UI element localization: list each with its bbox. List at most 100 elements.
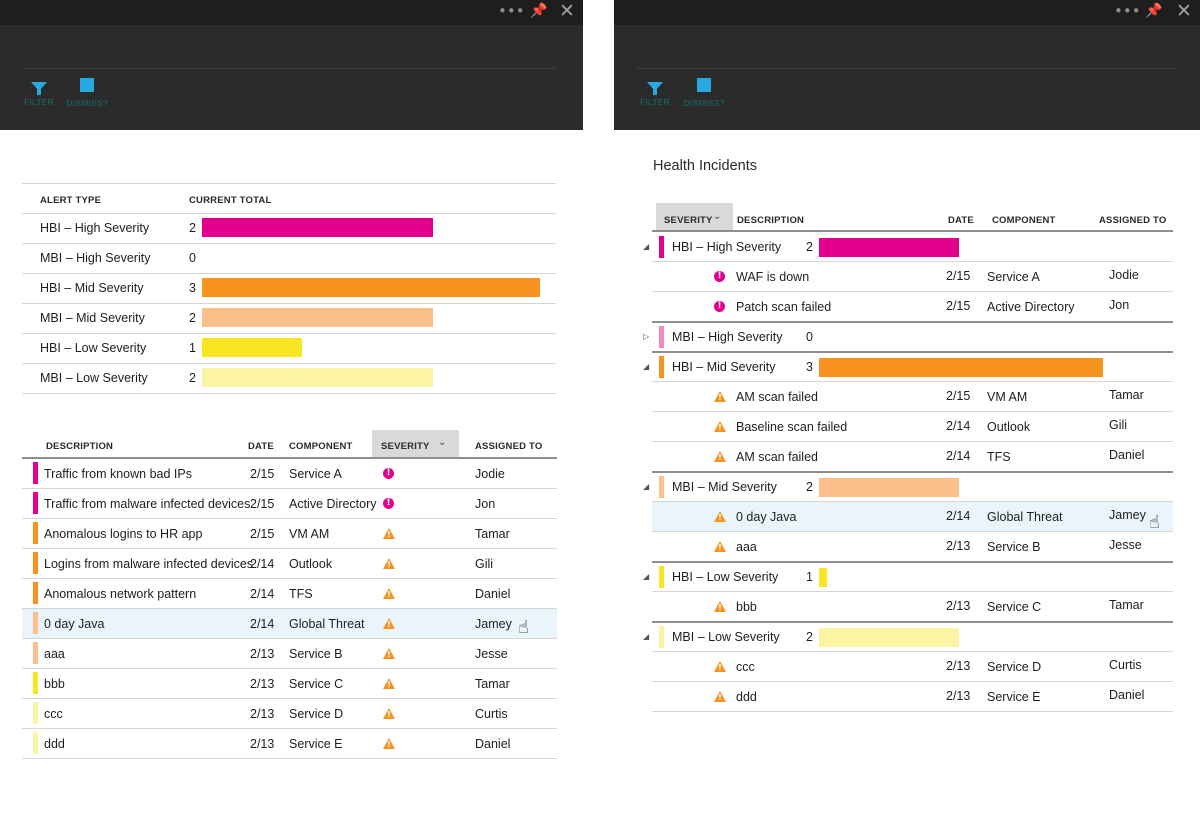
alert-date: 2/13 bbox=[250, 677, 275, 691]
incident-row[interactable]: ! 0 day Java 2/14 Global Threat Jamey ☝ bbox=[638, 502, 1173, 533]
summary-row[interactable]: HBI – Low Severity 1 bbox=[22, 333, 556, 363]
total-bar bbox=[202, 308, 433, 327]
incident-row[interactable]: ! Baseline scan failed 2/14 Outlook Gili bbox=[638, 412, 1173, 442]
table-row[interactable]: ddd 2/13 Service E! Daniel bbox=[22, 729, 557, 759]
incident-row[interactable]: ! WAF is down 2/15 Service A Jodie bbox=[638, 262, 1173, 292]
alert-description: Anomalous logins to HR app bbox=[44, 527, 203, 541]
incident-assignee: Jesse bbox=[1109, 538, 1142, 552]
table-row[interactable]: Traffic from malware infected devices 2/1… bbox=[22, 489, 557, 519]
row-divider bbox=[652, 501, 1173, 502]
incident-row[interactable]: ! Patch scan failed 2/15 Active Directory Jo… bbox=[638, 292, 1173, 322]
col-header-current-total[interactable]: CURRENT TOTAL bbox=[189, 195, 272, 206]
alert-component: Service D bbox=[289, 707, 344, 721]
alert-description: Anomalous network pattern bbox=[44, 587, 197, 601]
warning-icon: ! bbox=[714, 601, 726, 612]
row-divider bbox=[22, 488, 557, 489]
summary-row[interactable]: MBI – High Severity 0 bbox=[22, 243, 556, 273]
header-divider bbox=[22, 68, 557, 69]
group-total: 3 bbox=[806, 360, 813, 374]
hand-cursor-icon: ☝ bbox=[1149, 512, 1160, 533]
more-icon[interactable]: ••• bbox=[498, 2, 525, 20]
table-row[interactable]: Anomalous network pattern 2/14 TFS! Daniel bbox=[22, 579, 557, 609]
dismiss-button[interactable]: DISMISS? bbox=[681, 78, 727, 108]
summary-row[interactable]: MBI – Low Severity 2 bbox=[22, 363, 556, 393]
col-header-severity-sorted[interactable]: SEVERITY ⌄ bbox=[372, 430, 459, 457]
expanded-triangle-icon[interactable]: ◢ bbox=[643, 632, 650, 641]
table-row[interactable]: bbb 2/13 Service C! Tamar bbox=[22, 669, 557, 699]
incident-assignee: Daniel bbox=[1109, 688, 1145, 702]
table-row[interactable]: Traffic from known bad IPs 2/15 Service A!… bbox=[22, 459, 557, 489]
summary-row[interactable]: HBI – High Severity 2 bbox=[22, 213, 556, 243]
critical-alert-icon: ! bbox=[383, 498, 394, 509]
close-icon[interactable]: ✕ bbox=[1176, 0, 1192, 22]
col-header-description[interactable]: DESCRIPTION bbox=[737, 215, 805, 226]
row-divider bbox=[652, 381, 1173, 382]
incident-row[interactable]: ! ccc 2/13 Service D Curtis bbox=[638, 652, 1173, 682]
filter-button[interactable]: FILTER bbox=[632, 78, 678, 107]
col-header-component[interactable]: COMPONENT bbox=[289, 441, 353, 452]
table-row[interactable]: aaa 2/13 Service B! Jesse bbox=[22, 639, 557, 669]
row-divider bbox=[22, 548, 557, 549]
alert-description: bbb bbox=[44, 677, 65, 691]
col-header-alert-type[interactable]: ALERT TYPE bbox=[40, 195, 102, 206]
dismiss-button[interactable]: DISMISS? bbox=[64, 78, 110, 108]
alert-component: VM AM bbox=[289, 527, 330, 541]
alert-date: 2/13 bbox=[250, 647, 275, 661]
col-header-date[interactable]: DATE bbox=[948, 215, 974, 226]
alert-description: Logins from malware infected devices bbox=[44, 557, 254, 571]
group-row[interactable]: ◢ HBI – Mid Severity 3 bbox=[638, 352, 1173, 382]
summary-row[interactable]: MBI – Mid Severity 2 bbox=[22, 303, 556, 333]
table-row[interactable]: Anomalous logins to HR app 2/15 VM AM! Tama… bbox=[22, 519, 557, 549]
incident-assignee: Jon bbox=[1109, 298, 1130, 312]
row-divider bbox=[652, 591, 1173, 592]
more-icon[interactable]: ••• bbox=[1114, 2, 1141, 20]
expanded-triangle-icon[interactable]: ◢ bbox=[643, 572, 650, 581]
group-row[interactable]: ▷ MBI – High Severity 0 bbox=[638, 322, 1173, 352]
warning-icon: ! bbox=[383, 708, 395, 719]
group-row[interactable]: ◢ MBI – Mid Severity 2 bbox=[638, 472, 1173, 502]
group-label: MBI – High Severity bbox=[672, 330, 783, 344]
group-row[interactable]: ◢ MBI – Low Severity 2 bbox=[638, 622, 1173, 652]
summary-row[interactable]: HBI – Mid Severity 3 bbox=[22, 273, 556, 303]
pin-icon[interactable]: 📌 bbox=[530, 3, 548, 19]
alert-total-value: 1 bbox=[189, 341, 196, 355]
chevron-down-icon: ⌄ bbox=[713, 211, 722, 222]
row-divider bbox=[652, 681, 1173, 682]
warning-icon: ! bbox=[383, 678, 395, 689]
table-row[interactable]: ccc 2/13 Service D! Curtis bbox=[22, 699, 557, 729]
incident-row[interactable]: ! AM scan failed 2/15 VM AM Tamar bbox=[638, 382, 1173, 412]
incident-date: 2/14 bbox=[946, 419, 971, 433]
row-divider bbox=[652, 261, 1173, 262]
incident-row[interactable]: ! AM scan failed 2/14 TFS Daniel bbox=[638, 442, 1173, 472]
table-row[interactable]: Logins from malware infected devices 2/14… bbox=[22, 549, 557, 579]
severity-color-marker bbox=[33, 612, 38, 634]
col-header-description[interactable]: DESCRIPTION bbox=[46, 441, 114, 452]
group-label: HBI – High Severity bbox=[672, 240, 782, 254]
incident-component: VM AM bbox=[987, 390, 1028, 404]
incident-row[interactable]: ! bbb 2/13 Service C Tamar bbox=[638, 592, 1173, 622]
alert-assignee: Jamey bbox=[475, 617, 512, 631]
incident-description: AM scan failed bbox=[736, 390, 818, 404]
group-divider bbox=[652, 321, 1173, 323]
col-header-assigned-to[interactable]: ASSIGNED TO bbox=[475, 441, 543, 452]
filter-button[interactable]: FILTER bbox=[16, 78, 62, 107]
expanded-triangle-icon[interactable]: ◢ bbox=[643, 242, 650, 251]
col-header-component[interactable]: COMPONENT bbox=[992, 215, 1056, 226]
close-icon[interactable]: ✕ bbox=[559, 0, 575, 22]
table-row[interactable]: 0 day Java 2/14 Global Threat! Jamey ☝ bbox=[22, 609, 557, 639]
expanded-triangle-icon[interactable]: ◢ bbox=[643, 482, 650, 491]
expanded-triangle-icon[interactable]: ◢ bbox=[643, 362, 650, 371]
collapsed-triangle-icon[interactable]: ▷ bbox=[643, 332, 650, 341]
pin-icon[interactable]: 📌 bbox=[1145, 3, 1163, 19]
critical-alert-icon: ! bbox=[714, 271, 725, 282]
group-row[interactable]: ◢ HBI – Low Severity 1 bbox=[638, 562, 1173, 592]
incident-row[interactable]: ! aaa 2/13 Service B Jesse bbox=[638, 532, 1173, 562]
group-row[interactable]: ◢ HBI – High Severity 2 bbox=[638, 232, 1173, 262]
col-header-severity: SEVERITY bbox=[381, 441, 430, 452]
col-header-date[interactable]: DATE bbox=[248, 441, 274, 452]
severity-color-marker bbox=[33, 522, 38, 544]
col-header-severity-sorted[interactable]: SEVERITY ⌄ bbox=[656, 203, 733, 230]
col-header-assigned-to[interactable]: ASSIGNED TO bbox=[1099, 215, 1167, 226]
incident-component: Service B bbox=[987, 540, 1041, 554]
incident-row[interactable]: ! ddd 2/13 Service E Daniel bbox=[638, 682, 1173, 712]
